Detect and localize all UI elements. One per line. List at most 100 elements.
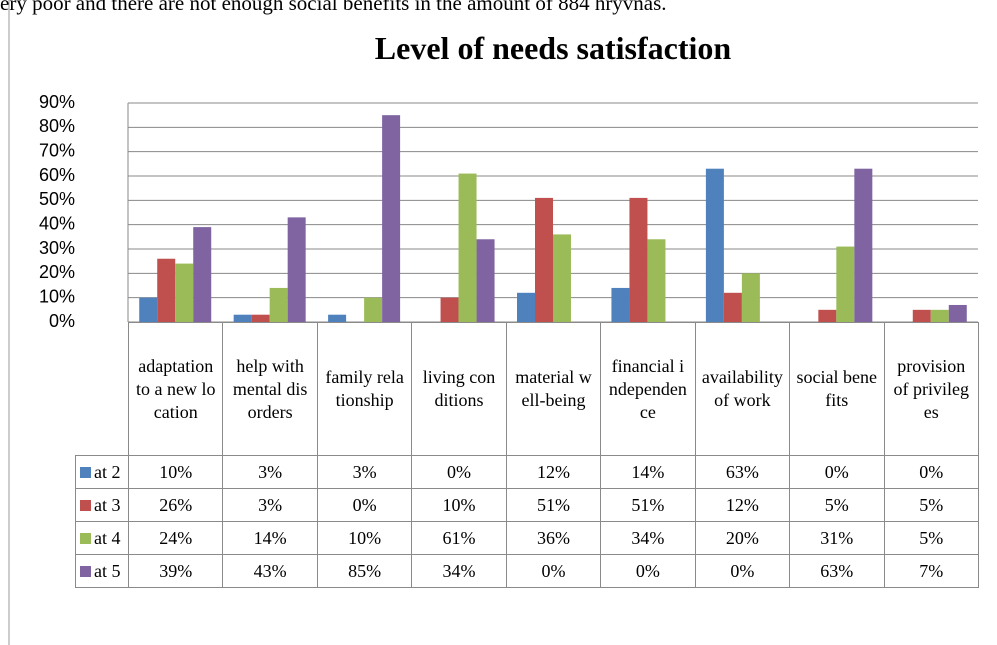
value-label: 7%: [883, 554, 979, 588]
legend-swatch: [80, 565, 91, 577]
legend-swatch: [80, 466, 91, 478]
category-label: financial independence: [600, 322, 696, 456]
series-name: at 3: [94, 494, 121, 515]
table-row: at 5 39% 43% 85% 34% 0% 0% 0% 63% 7%: [75, 554, 979, 588]
y-tick-label: 80%: [39, 116, 75, 136]
value-label: 0%: [411, 455, 507, 489]
category-label: social benefits: [789, 322, 885, 456]
bar: [193, 227, 212, 322]
value-label: 3%: [222, 455, 318, 489]
value-label: 43%: [222, 554, 318, 588]
legend-entry: at 4: [75, 521, 129, 555]
bar: [535, 197, 553, 322]
value-label: 63%: [694, 455, 791, 489]
y-tick-label: 0%: [49, 311, 75, 331]
category-label: family relationship: [316, 322, 413, 456]
value-label: 34%: [411, 554, 507, 588]
bar: [611, 287, 630, 322]
y-tick-label: 10%: [39, 286, 75, 306]
bar: [836, 246, 855, 322]
bar: [269, 287, 288, 322]
value-label: 3%: [222, 488, 318, 522]
bar: [705, 168, 724, 322]
category-label: availability of work: [694, 322, 791, 456]
bar: [553, 234, 571, 322]
bar: [458, 173, 477, 322]
table-row: at 4 24% 14% 10% 61% 36% 34% 20% 31% 5%: [75, 521, 979, 555]
bar: [364, 297, 383, 322]
table-row: at 2 10% 3% 3% 0% 12% 14% 63% 0% 0%: [75, 455, 979, 489]
bar: [854, 168, 873, 322]
y-tick-label: 20%: [39, 262, 75, 282]
y-tick-label: 40%: [39, 213, 75, 233]
y-tick-label: 30%: [39, 238, 75, 258]
bar: [328, 314, 347, 322]
bar: [175, 263, 194, 322]
value-label: 51%: [600, 488, 696, 522]
value-label: 10%: [316, 521, 413, 555]
bar: [629, 197, 648, 322]
y-tick-label: 90%: [39, 92, 75, 112]
value-label: 63%: [789, 554, 885, 588]
bar: [741, 273, 760, 322]
bar: [233, 314, 252, 322]
bar: [930, 309, 949, 322]
value-label: 61%: [411, 521, 507, 555]
value-label: 0%: [316, 488, 413, 522]
y-tick-label: 60%: [39, 165, 75, 185]
bar: [382, 115, 401, 323]
value-label: 24%: [127, 521, 224, 555]
bar: [157, 258, 176, 322]
bar: [476, 239, 495, 322]
legend-swatch: [80, 499, 91, 511]
value-label: 51%: [505, 488, 602, 522]
legend-entry: at 3: [75, 488, 129, 522]
bar: [440, 297, 459, 322]
value-label: 85%: [316, 554, 413, 588]
chart-title: Level of needs satisfaction: [374, 30, 732, 66]
bar: [818, 309, 837, 322]
value-label: 0%: [505, 554, 602, 588]
table-header-row: adaptation to a new location help with me…: [75, 322, 979, 456]
category-label: adaptation to a new location: [127, 322, 224, 456]
bar: [139, 297, 158, 322]
category-label: provision of privileges: [883, 322, 979, 456]
value-label: 34%: [600, 521, 696, 555]
value-label: 5%: [789, 488, 885, 522]
bar: [251, 314, 270, 322]
y-tick-label: 70%: [39, 140, 75, 160]
value-label: 5%: [883, 488, 979, 522]
bar: [647, 239, 666, 322]
category-label: material well-being: [505, 322, 602, 456]
bar: [912, 309, 931, 322]
y-tick-label: 50%: [39, 189, 75, 209]
corner-cell: [75, 322, 129, 456]
bar: [723, 292, 742, 322]
value-label: 20%: [694, 521, 791, 555]
series-name: at 2: [94, 461, 121, 482]
value-label: 0%: [883, 455, 979, 489]
value-label: 0%: [789, 455, 885, 489]
value-label: 36%: [505, 521, 602, 555]
legend-entry: at 2: [75, 455, 129, 489]
value-label: 14%: [600, 455, 696, 489]
table-row: at 3 26% 3% 0% 10% 51% 51% 12% 5% 5%: [75, 488, 979, 522]
bar: [948, 304, 967, 322]
legend-entry: at 5: [75, 554, 129, 588]
value-label: 3%: [316, 455, 413, 489]
value-label: 31%: [789, 521, 885, 555]
bar: [287, 217, 306, 322]
category-label: help with mental disorders: [222, 322, 318, 456]
series-name: at 4: [94, 527, 121, 548]
series-name: at 5: [94, 560, 121, 581]
value-label: 0%: [694, 554, 791, 588]
value-label: 10%: [127, 455, 224, 489]
value-label: 10%: [411, 488, 507, 522]
body-text: ery poor and there are not enough social…: [0, 0, 667, 15]
value-label: 39%: [127, 554, 224, 588]
value-label: 26%: [127, 488, 224, 522]
value-label: 5%: [883, 521, 979, 555]
value-label: 0%: [600, 554, 696, 588]
